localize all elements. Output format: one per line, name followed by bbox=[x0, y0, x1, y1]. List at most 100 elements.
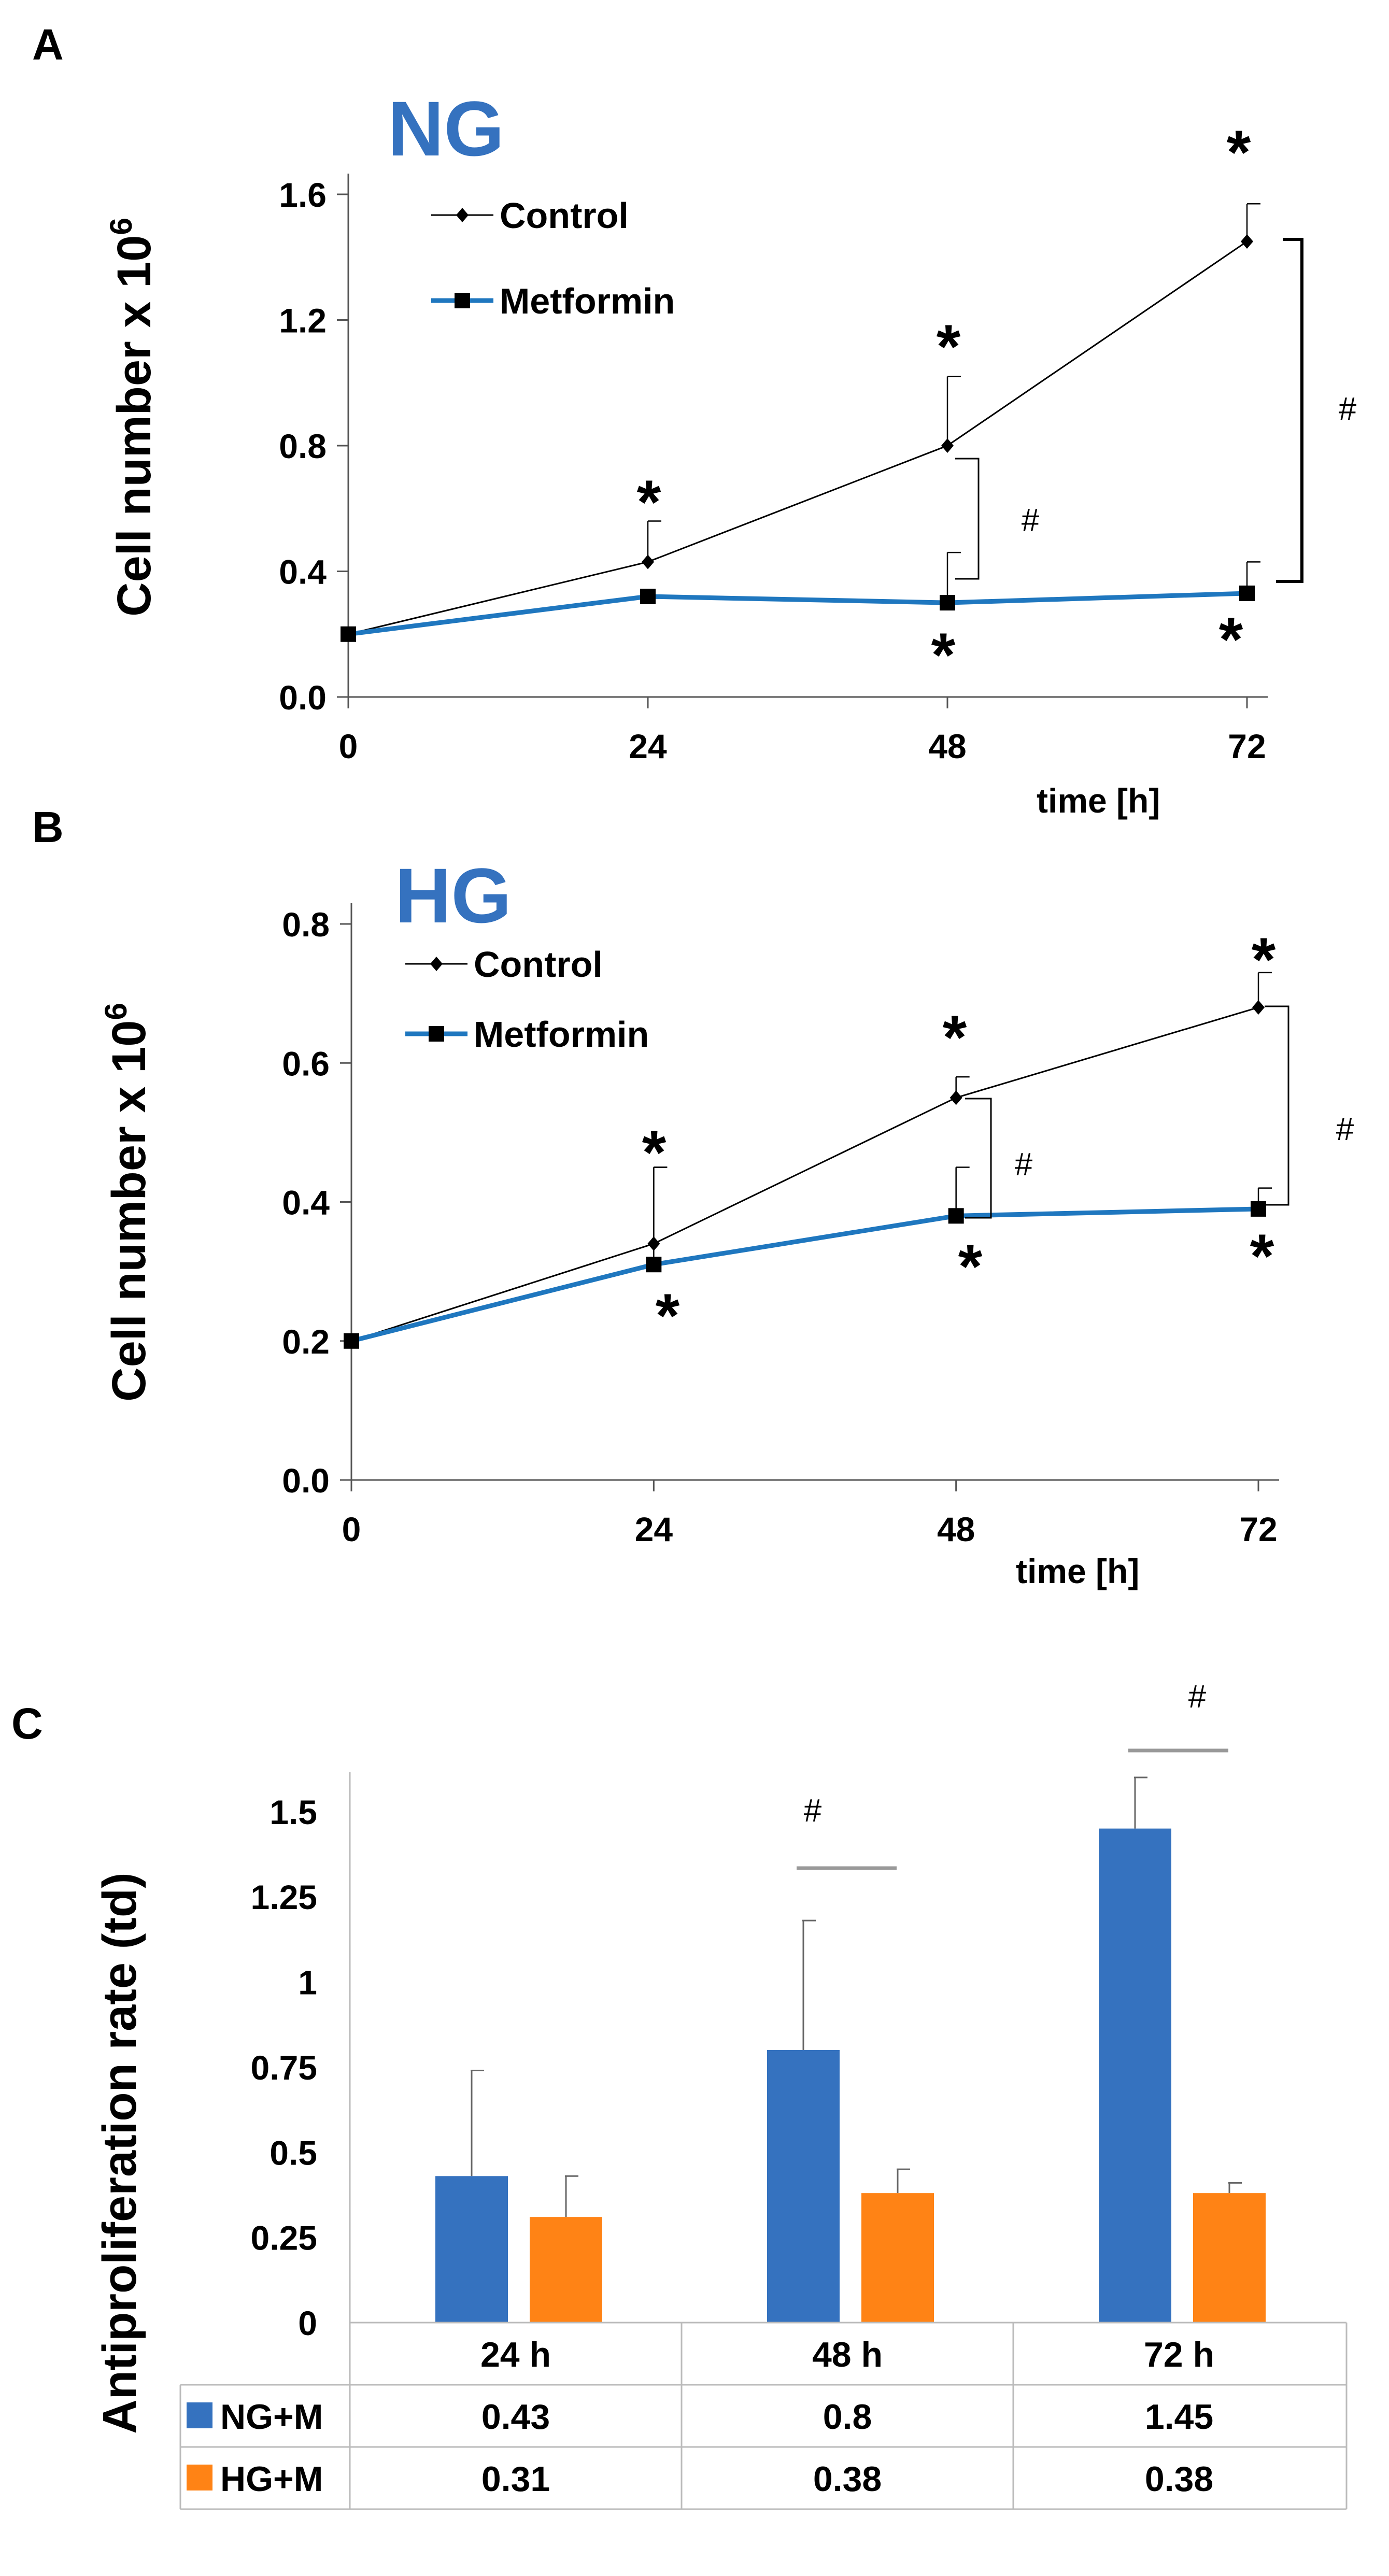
y-axis-label: Antiproliferation rate (td) bbox=[93, 1872, 146, 2434]
bar-ng-m bbox=[435, 2176, 508, 2323]
legend-swatch bbox=[187, 2402, 212, 2428]
data-point-metformin bbox=[948, 1208, 964, 1224]
data-point-metformin bbox=[1239, 585, 1255, 601]
bar-hg-m bbox=[1193, 2193, 1266, 2323]
legend-label: Control bbox=[500, 195, 629, 236]
legend-label: Metformin bbox=[474, 1014, 649, 1055]
y-tick-label: 0.4 bbox=[282, 1184, 330, 1222]
x-axis-label: time [h] bbox=[1016, 1552, 1139, 1590]
y-tick-label: 1.5 bbox=[270, 1793, 317, 1831]
y-axis-label-text: Cell number x 10 bbox=[103, 1020, 155, 1402]
legend-label: NG+M bbox=[220, 2397, 323, 2437]
panel-letter: B bbox=[32, 803, 64, 851]
legend-marker bbox=[429, 1026, 444, 1042]
y-tick-label: 1.25 bbox=[251, 1878, 317, 1916]
y-axis-label: Cell number x 106 bbox=[104, 218, 161, 617]
y-tick-label: 0.25 bbox=[251, 2219, 317, 2257]
x-tick-label: 48 bbox=[937, 1510, 975, 1548]
y-tick-label: 0.4 bbox=[279, 553, 327, 591]
y-tick-label: 0.6 bbox=[282, 1044, 330, 1083]
significance-star: * bbox=[642, 1118, 667, 1187]
data-point-control bbox=[941, 438, 954, 453]
data-point-metformin bbox=[940, 595, 955, 611]
data-point-metformin bbox=[646, 1257, 662, 1273]
series-line-control bbox=[351, 1006, 1259, 1342]
significance-hash: # bbox=[1336, 1112, 1354, 1147]
y-tick-label: 1.2 bbox=[279, 302, 327, 340]
significance-hash: # bbox=[1188, 1679, 1207, 1715]
table-value: 1.45 bbox=[1145, 2397, 1213, 2437]
data-point-metformin bbox=[344, 1333, 359, 1349]
y-axis-label: Cell number x 106 bbox=[98, 1003, 155, 1402]
panel-letter: A bbox=[32, 20, 64, 69]
panel-title: NG bbox=[388, 85, 504, 172]
significance-star: * bbox=[1250, 1221, 1274, 1291]
x-tick-label: 24 bbox=[629, 727, 667, 765]
data-point-control bbox=[1252, 1000, 1265, 1015]
y-tick-label: 1.6 bbox=[279, 176, 327, 214]
x-tick-label: 48 bbox=[928, 727, 966, 765]
panel-c: C Antiproliferation rate (td) 0 0.25 0.5 0.75… bbox=[11, 1679, 1348, 2510]
y-tick-label: 0.0 bbox=[282, 1461, 330, 1500]
significance-star: * bbox=[1252, 925, 1276, 994]
table-value: 0.31 bbox=[481, 2459, 550, 2499]
y-axis-label-exponent: 6 bbox=[104, 218, 138, 235]
legend-marker bbox=[456, 208, 469, 222]
legend-marker bbox=[430, 957, 443, 971]
series-line-control bbox=[348, 240, 1248, 635]
significance-hash: # bbox=[1015, 1147, 1033, 1183]
x-axis-label: time [h] bbox=[1037, 781, 1160, 820]
significance-hash: # bbox=[1339, 391, 1357, 427]
bar-ng-m bbox=[1099, 1828, 1171, 2323]
y-tick-label: 0.75 bbox=[251, 2048, 317, 2087]
y-tick-label: 1 bbox=[298, 1963, 317, 2002]
y-tick-label: 0 bbox=[298, 2304, 317, 2342]
significance-bracket bbox=[1276, 238, 1303, 583]
category-label: 48 h bbox=[812, 2335, 883, 2374]
significance-bracket bbox=[1265, 1005, 1289, 1206]
y-tick-label: 0.2 bbox=[282, 1322, 330, 1361]
legend-label: Control bbox=[474, 944, 603, 985]
panel-b: B HG Cell number x 106 0.0 0.2 0.4 0.6 0.8 0 24 48… bbox=[32, 803, 1354, 1590]
data-point-metformin bbox=[1251, 1201, 1266, 1217]
x-tick-label: 24 bbox=[635, 1510, 673, 1548]
data-point-control bbox=[1241, 234, 1253, 249]
x-tick-label: 0 bbox=[339, 727, 358, 765]
series-line-metformin bbox=[350, 1206, 1259, 1344]
x-tick-label: 72 bbox=[1228, 727, 1266, 765]
panel-title: HG bbox=[395, 852, 512, 939]
x-tick-label: 0 bbox=[342, 1510, 361, 1548]
y-axis-label-exponent: 6 bbox=[98, 1003, 133, 1020]
data-point-control bbox=[647, 1236, 660, 1251]
y-axis-label-text: Cell number x 10 bbox=[108, 235, 161, 617]
legend-marker bbox=[455, 293, 470, 308]
series-line-metformin bbox=[348, 591, 1248, 637]
significance-star: * bbox=[937, 312, 961, 381]
bar-hg-m bbox=[861, 2193, 934, 2323]
bar-ng-m bbox=[767, 2050, 840, 2323]
significance-star: * bbox=[637, 467, 661, 537]
category-label: 72 h bbox=[1144, 2335, 1214, 2374]
table-value: 0.38 bbox=[1145, 2459, 1213, 2499]
significance-star: * bbox=[656, 1281, 680, 1350]
panel-letter: C bbox=[11, 1699, 43, 1748]
significance-star: * bbox=[1219, 605, 1243, 674]
significance-bracket bbox=[955, 458, 980, 580]
category-label: 24 h bbox=[480, 2335, 551, 2374]
bar-hg-m bbox=[530, 2217, 602, 2323]
data-point-metformin bbox=[640, 589, 656, 604]
table-value: 0.43 bbox=[481, 2397, 550, 2437]
data-point-control bbox=[642, 554, 654, 570]
legend-label: HG+M bbox=[220, 2459, 323, 2499]
y-tick-label: 0.8 bbox=[279, 427, 327, 465]
significance-star: * bbox=[931, 620, 956, 690]
data-point-metformin bbox=[341, 626, 356, 642]
table-value: 0.8 bbox=[823, 2397, 872, 2437]
significance-star: * bbox=[958, 1232, 983, 1301]
significance-hash: # bbox=[804, 1793, 822, 1829]
y-tick-label: 0.8 bbox=[282, 905, 330, 944]
y-tick-label: 0.0 bbox=[279, 678, 327, 717]
panel-a: A NG Cell number x 106 0.0 0.4 0.8 1.2 1.6 0 24 48… bbox=[32, 20, 1357, 820]
significance-star: * bbox=[1227, 118, 1251, 187]
